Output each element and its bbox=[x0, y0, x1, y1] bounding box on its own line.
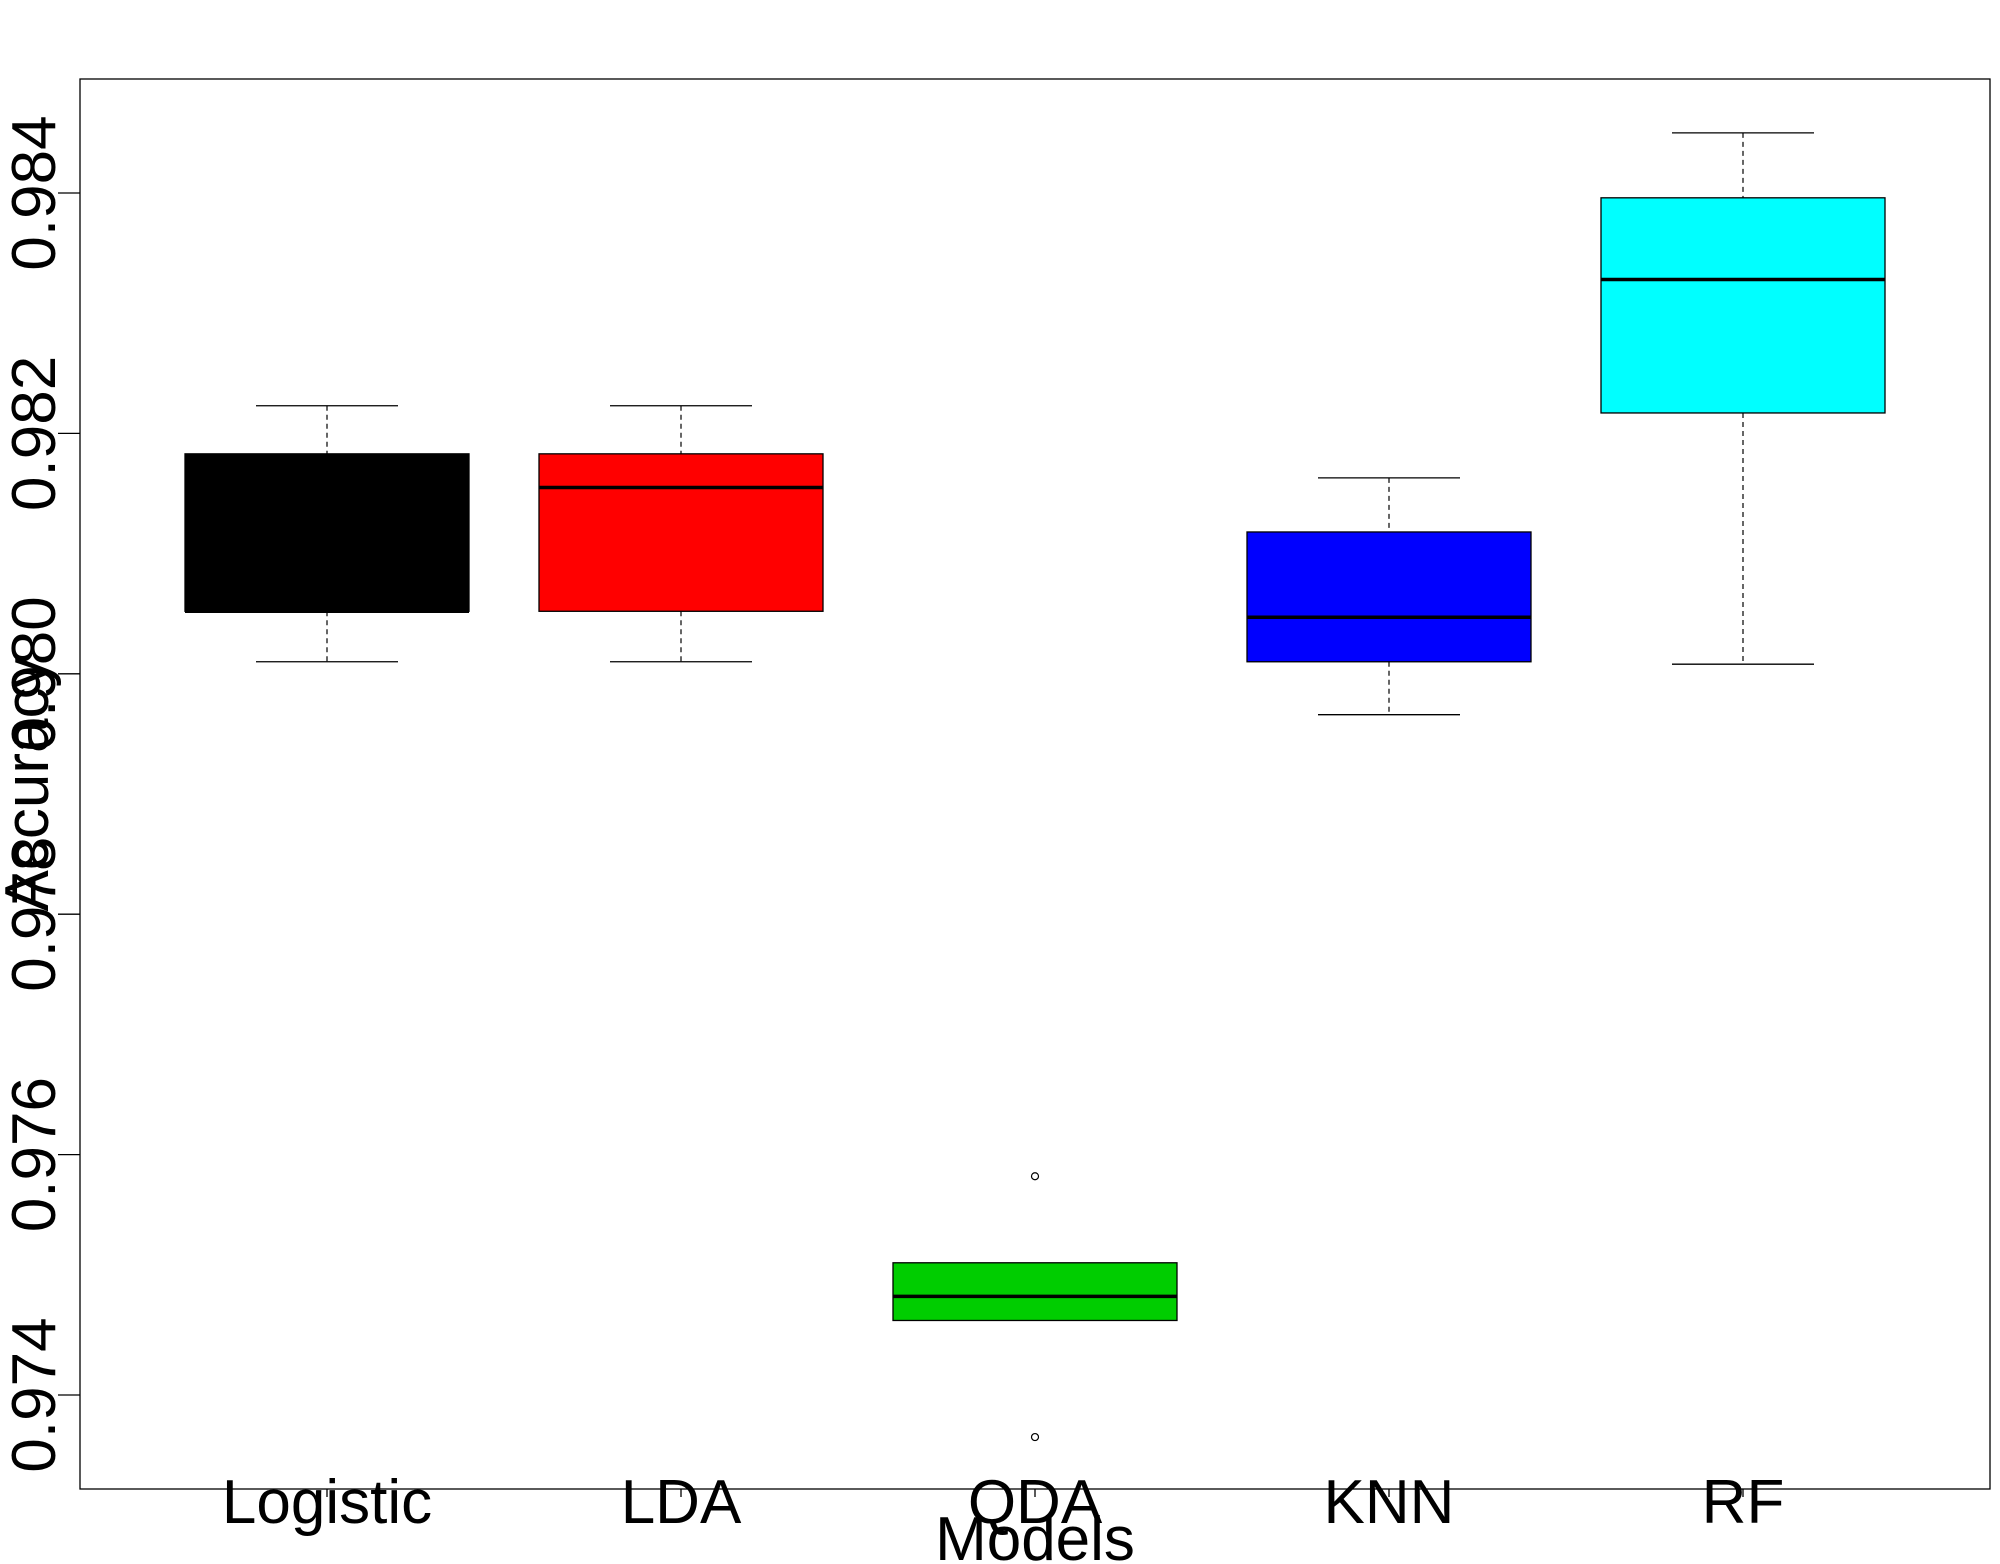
outlier-point bbox=[1030, 1172, 1040, 1181]
box-iqr bbox=[892, 1262, 1178, 1322]
x-tick-label: KNN bbox=[1324, 1468, 1455, 1537]
box-logistic bbox=[184, 405, 470, 663]
box-qda bbox=[892, 1172, 1178, 1442]
x-tick-label: Logistic bbox=[222, 1468, 432, 1537]
y-axis-label: Accuracy bbox=[0, 657, 62, 912]
box-rf bbox=[1600, 132, 1886, 665]
y-tick-label: 0.980 bbox=[0, 596, 69, 751]
box-iqr bbox=[1246, 531, 1532, 663]
y-axis: 0.974 0.976 0.978 0.980 0.982 0.984 bbox=[0, 115, 80, 1473]
y-tick-label: 0.974 bbox=[0, 1317, 69, 1472]
box-iqr bbox=[538, 453, 824, 612]
x-axis: Logistic LDA QDA KNN RF bbox=[222, 1468, 1784, 1537]
box-iqr bbox=[1600, 197, 1886, 414]
box-knn bbox=[1246, 477, 1532, 716]
y-tick-label: 0.978 bbox=[0, 837, 69, 992]
box-lda bbox=[538, 405, 824, 663]
x-tick-label: RF bbox=[1702, 1468, 1785, 1537]
x-tick-label: QDA bbox=[968, 1468, 1103, 1537]
box-iqr bbox=[184, 453, 470, 612]
y-tick-label: 0.982 bbox=[0, 356, 69, 511]
outlier-point bbox=[1030, 1432, 1040, 1442]
y-tick-label: 0.976 bbox=[0, 1077, 69, 1232]
boxes bbox=[184, 132, 1886, 1442]
x-axis-label: Models bbox=[935, 1505, 1135, 1564]
y-tick-label: 0.984 bbox=[0, 115, 69, 270]
x-tick-label: LDA bbox=[621, 1468, 742, 1537]
